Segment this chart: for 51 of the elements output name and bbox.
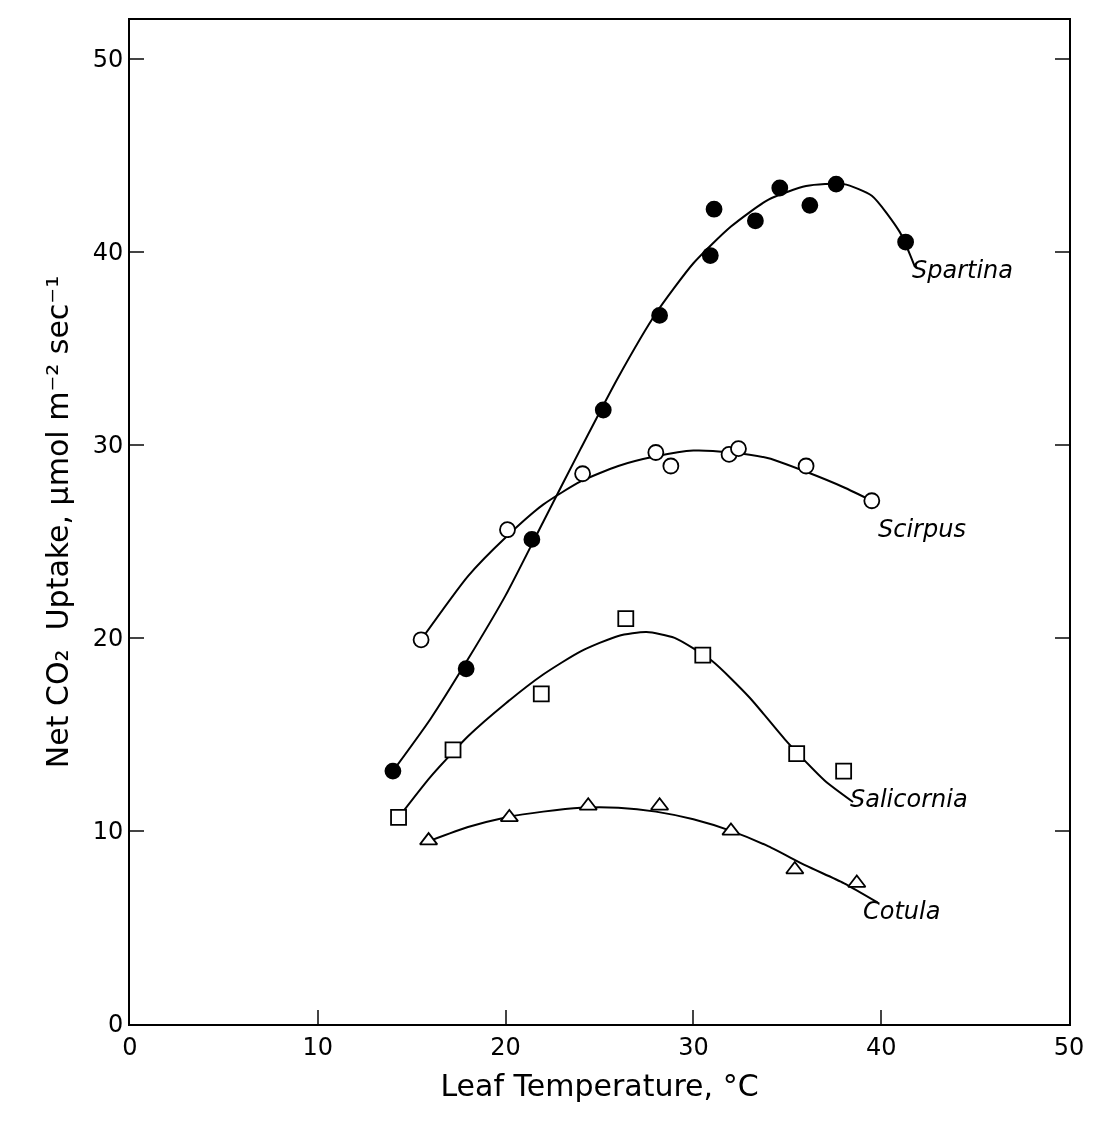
point: [578, 797, 598, 811]
y-tick-label: 0: [107, 1010, 124, 1039]
point: [457, 660, 475, 678]
point: [532, 685, 550, 703]
point: [594, 401, 612, 419]
y-tick-label: 30: [92, 431, 124, 460]
series-label: Spartina: [912, 256, 1014, 284]
point: [444, 741, 462, 759]
x-tick-label: 10: [302, 1032, 334, 1061]
point: [701, 247, 719, 264]
point: [785, 861, 805, 875]
point: [797, 457, 815, 475]
point: [651, 307, 668, 324]
y-tick-label: 50: [92, 45, 124, 74]
point: [721, 822, 741, 836]
series-label: Cotula: [863, 897, 941, 925]
point: [746, 212, 764, 230]
point: [412, 631, 430, 649]
point: [897, 233, 915, 251]
point: [788, 745, 806, 763]
x-tick-label: 40: [865, 1032, 897, 1061]
point: [863, 492, 881, 510]
y-tick-label: 20: [92, 624, 124, 653]
point: [499, 521, 516, 539]
series-label: Salicornia: [850, 785, 968, 813]
point: [650, 797, 670, 811]
series-label: Scirpus: [878, 515, 966, 543]
point: [523, 530, 541, 548]
point: [705, 200, 723, 218]
y-axis-title: Net CO₂ Uptake, μmol m⁻² sec⁻¹: [40, 275, 76, 769]
point: [771, 179, 789, 197]
point: [647, 444, 665, 461]
point: [384, 762, 402, 780]
y-tick-label: 10: [92, 817, 124, 846]
x-tick-label: 20: [490, 1032, 521, 1061]
y-tick-label: 40: [92, 238, 124, 267]
x-axis-title: Leaf Temperature, °C: [440, 1067, 759, 1103]
point: [801, 196, 819, 214]
point: [835, 762, 853, 780]
x-tick-label: 30: [678, 1032, 709, 1061]
point: [730, 440, 747, 458]
point: [694, 646, 712, 664]
point: [419, 832, 439, 846]
x-tick-label: 50: [1053, 1032, 1085, 1061]
point: [390, 809, 407, 826]
point: [499, 809, 519, 823]
point: [827, 175, 845, 193]
point: [574, 465, 591, 483]
point: [617, 610, 635, 627]
point: [847, 874, 867, 888]
point: [662, 457, 680, 475]
